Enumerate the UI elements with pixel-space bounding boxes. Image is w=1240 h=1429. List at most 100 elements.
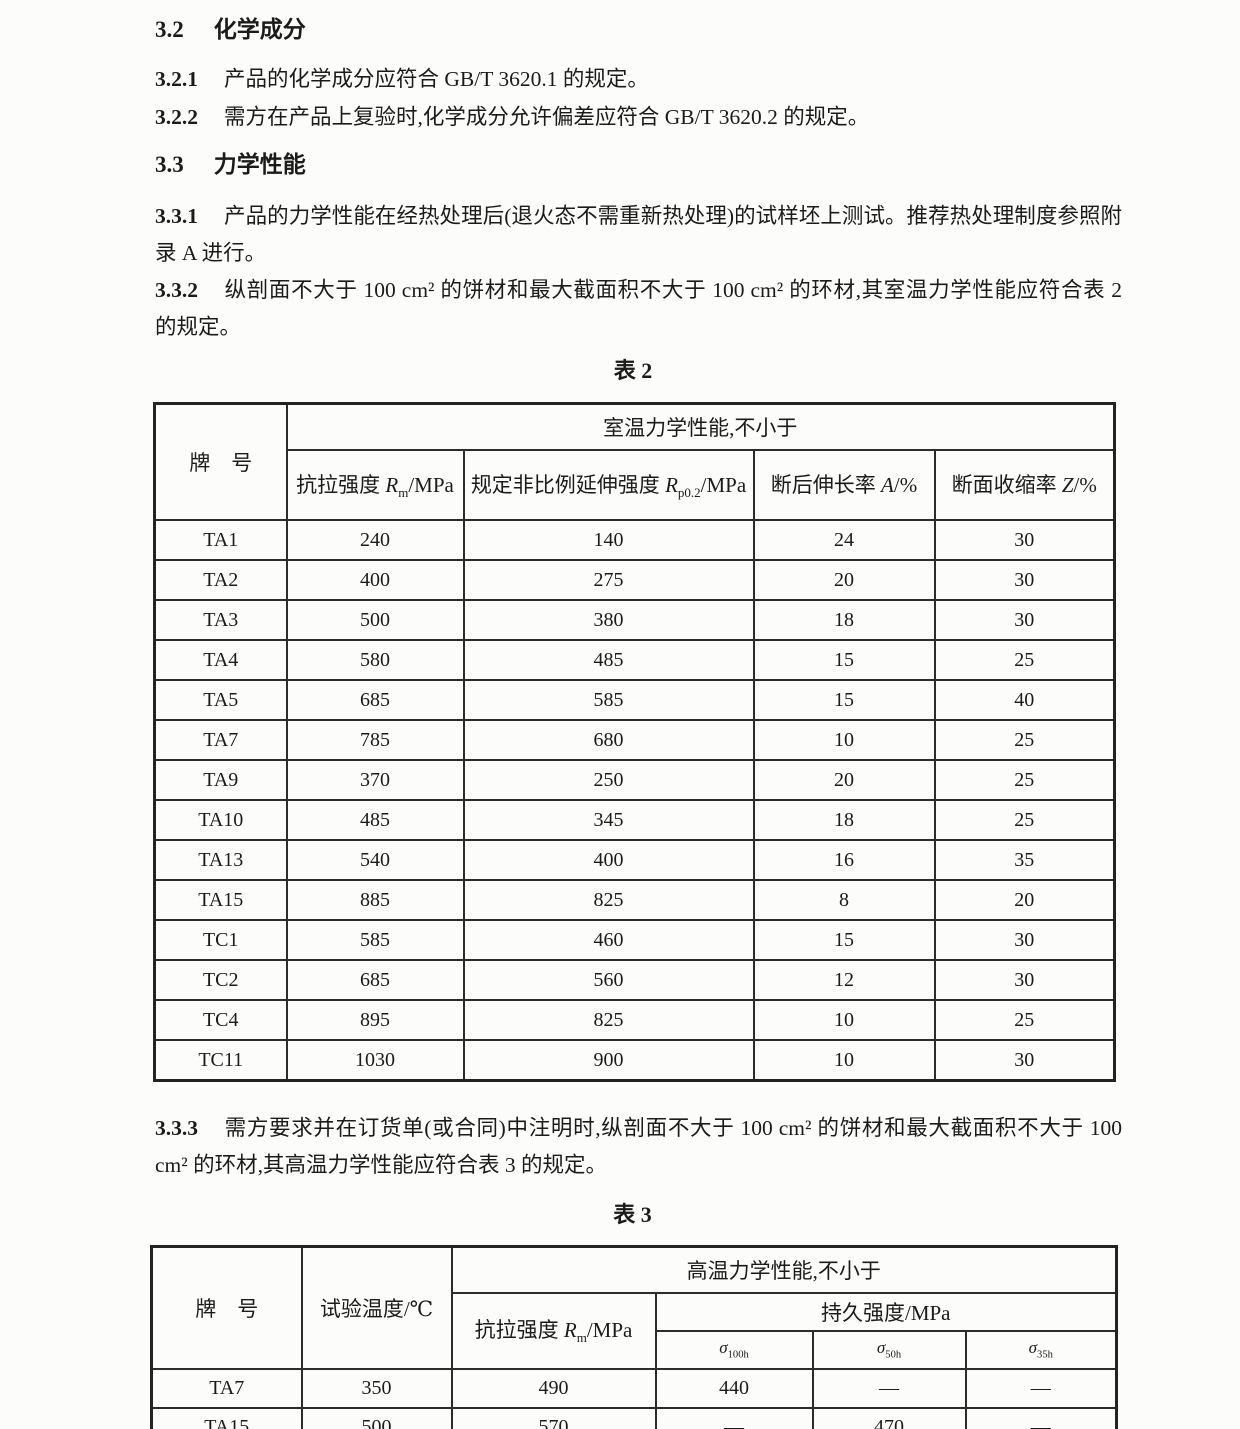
unit: /MPa: [586, 1318, 633, 1343]
value-cell: 485: [462, 639, 755, 681]
value-cell: 30: [933, 919, 1116, 961]
symbol: R: [665, 472, 678, 497]
value-cell: 490: [450, 1367, 657, 1409]
table-3-header-sigma-50h: σ50h: [811, 1329, 967, 1370]
grade-cell: TA3: [153, 599, 288, 641]
value-cell: 685: [285, 959, 465, 1001]
symbol-subscript: p0.2: [677, 485, 701, 501]
table-row: TC1 585 460 15 30: [153, 919, 1116, 961]
table-3: 牌 号 试验温度/℃ 高温力学性能,不小于 抗拉强度 Rm/MPa 持久强度/M…: [150, 1245, 1118, 1429]
table-2-header-elongation: 断后伸长率 A/%: [752, 449, 936, 521]
unit: /%: [893, 472, 918, 497]
value-cell: 25: [933, 639, 1116, 681]
table-row: TA9 370 250 20 25: [153, 759, 1116, 801]
value-cell: 30: [933, 559, 1116, 601]
value-cell: 895: [285, 999, 465, 1041]
value-cell: 500: [285, 599, 465, 641]
table-row: TA5 685 585 15 40: [153, 679, 1116, 721]
value-cell: 15: [752, 679, 936, 721]
value-cell: 18: [752, 799, 936, 841]
value-cell: 1030: [285, 1039, 465, 1082]
symbol-subscript: 35h: [1037, 1349, 1053, 1361]
paragraph-3-2-2: 3.2.2 需方在产品上复验时,化学成分允许偏差应符合 GB/T 3620.2 的…: [155, 99, 1122, 136]
value-cell: 370: [285, 759, 465, 801]
table-row: TA1 240 140 24 30: [153, 519, 1116, 561]
paragraph-text: 纵剖面不大于 100 cm² 的饼材和最大截面积不大于 100 cm² 的环材,…: [155, 278, 1122, 339]
table-2-header-grade: 牌 号: [153, 402, 288, 521]
table-row: TC2 685 560 12 30: [153, 959, 1116, 1001]
value-cell: 585: [285, 919, 465, 961]
value-cell: 400: [285, 559, 465, 601]
grade-cell: TA7: [150, 1367, 303, 1409]
table-3-header-group: 高温力学性能,不小于: [450, 1245, 1118, 1294]
value-cell: 485: [285, 799, 465, 841]
grade-cell: TC11: [153, 1039, 288, 1082]
grade-cell: TC1: [153, 919, 288, 961]
table-row: TA2 400 275 20 30: [153, 559, 1116, 601]
value-cell: 825: [462, 879, 755, 921]
value-cell: 16: [752, 839, 936, 881]
value-cell: 380: [462, 599, 755, 641]
table-row: TA13 540 400 16 35: [153, 839, 1116, 881]
value-cell: —: [964, 1367, 1118, 1409]
paragraph-3-2-1: 3.2.1 产品的化学成分应符合 GB/T 3620.1 的规定。: [155, 61, 1122, 98]
grade-cell: TA10: [153, 799, 288, 841]
table-row: TA7 350 490 440— —: [150, 1367, 1118, 1409]
value-cell: 885: [285, 879, 465, 921]
table-row: TC4 895 825 10 25: [153, 999, 1116, 1041]
paragraph-text: 产品的化学成分应符合 GB/T 3620.1 的规定。: [224, 67, 649, 91]
value-cell: 825: [462, 999, 755, 1041]
value-cell: 560: [462, 959, 755, 1001]
sigma-symbol: σ: [1028, 1338, 1038, 1358]
header-label: 抗拉强度: [296, 472, 386, 497]
grade-cell: TA15: [150, 1406, 303, 1429]
clause-number: 3.3.2: [155, 278, 198, 302]
value-cell: 350: [300, 1367, 453, 1409]
value-cell: 240: [285, 519, 465, 561]
paragraph-3-3-1: 3.3.1 产品的力学性能在经热处理后(退火态不需重新热处理)的试样坯上测试。推荐…: [155, 198, 1122, 272]
value-cell: 25: [933, 999, 1116, 1041]
grade-cell: TA7: [153, 719, 288, 761]
clause-title: 力学性能: [213, 151, 306, 177]
table-row: TA7 785 680 10 25: [153, 719, 1116, 761]
value-cell: 10: [752, 999, 936, 1041]
table-row: TA3 500 380 18 30: [153, 599, 1116, 641]
symbol-subscript: 50h: [885, 1349, 902, 1361]
grade-cell: TA1: [153, 519, 288, 561]
paragraph-3-3-3: 3.3.3 需方要求并在订货单(或合同)中注明时,纵剖面不大于 100 cm² 的…: [155, 1110, 1122, 1184]
paragraph-text: 需方在产品上复验时,化学成分允许偏差应符合 GB/T 3620.2 的规定。: [224, 105, 870, 129]
symbol: R: [385, 472, 399, 497]
value-cell: 24: [752, 519, 936, 561]
clause-title: 化学成分: [213, 16, 306, 42]
value-cell: 10: [752, 1039, 936, 1082]
table-2-header-group: 室温力学性能,不小于: [285, 402, 1116, 451]
value-cell: 500: [300, 1406, 453, 1429]
value-cell: —: [964, 1406, 1118, 1429]
table-row: TA15 500 570—470—: [150, 1406, 1118, 1429]
clause-3-3-heading: 3.3 力学性能: [155, 149, 1122, 180]
value-cell: 140: [462, 519, 755, 561]
clause-number: 3.3: [155, 152, 184, 177]
value-cell: 25: [933, 759, 1116, 801]
clause-number: 3.3.3: [155, 1116, 198, 1140]
paragraph-3-3-2: 3.3.2 纵剖面不大于 100 cm² 的饼材和最大截面积不大于 100 cm²…: [155, 272, 1122, 346]
value-cell: 440: [654, 1367, 814, 1409]
symbol-subscript: 100h: [727, 1349, 749, 1361]
header-label: 断后伸长率: [770, 472, 882, 497]
table-row: TA4 580 485 15 25: [153, 639, 1116, 681]
table-3-header-rm: 抗拉强度 Rm/MPa: [450, 1291, 657, 1370]
value-cell: 900: [462, 1039, 755, 1082]
table-2-caption: 表 2: [613, 358, 653, 383]
table-3-header-temp: 试验温度/℃: [300, 1245, 453, 1370]
table-3-header-endurance: 持久强度/MPa: [654, 1291, 1118, 1332]
value-cell: —: [654, 1406, 814, 1429]
grade-cell: TA5: [153, 679, 288, 721]
value-cell: 20: [752, 759, 936, 801]
value-cell: 275: [462, 559, 755, 601]
value-cell: 20: [933, 879, 1116, 921]
paragraph-text: 产品的力学性能在经热处理后(退火态不需重新热处理)的试样坯上测试。推荐热处理制度…: [155, 204, 1122, 265]
value-cell: 30: [933, 959, 1116, 1001]
value-cell: 30: [933, 519, 1116, 561]
grade-cell: TA13: [153, 839, 288, 881]
